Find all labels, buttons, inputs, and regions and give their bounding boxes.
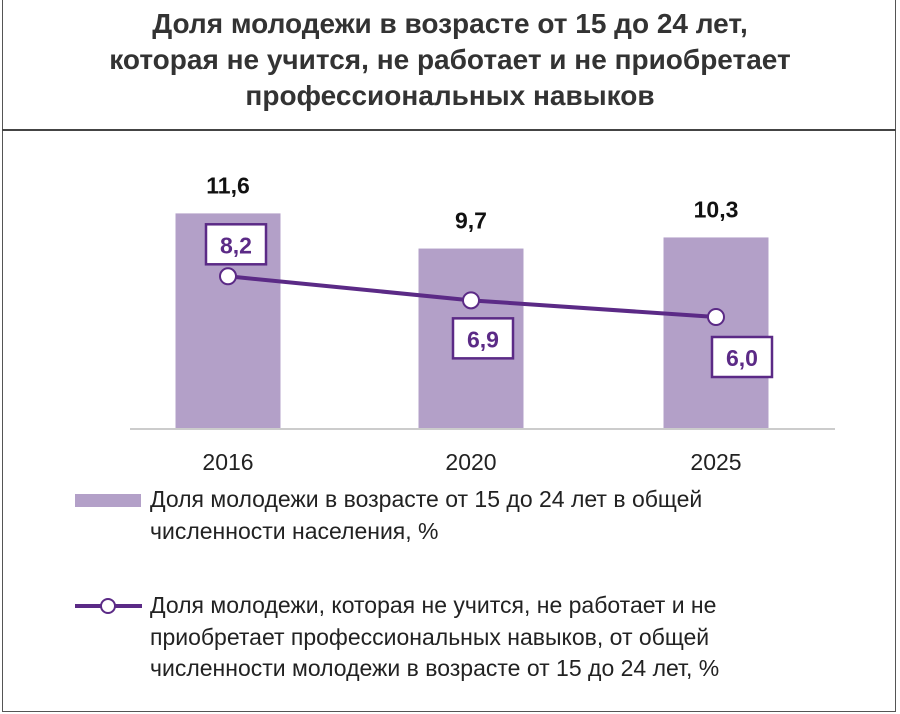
bar-value-label: 9,7 bbox=[455, 208, 487, 234]
line-value-label: 8,2 bbox=[220, 232, 252, 258]
line-value-box bbox=[710, 335, 774, 379]
line-value-label: 6,9 bbox=[467, 326, 499, 352]
x-tick-label: 2016 bbox=[202, 449, 253, 475]
title-line: которая не учится, не работает и не прио… bbox=[109, 44, 791, 75]
x-tick-label: 2025 bbox=[690, 449, 741, 475]
chart-title: Доля молодежи в возрасте от 15 до 24 лет… bbox=[0, 6, 900, 114]
legend-bar-swatch bbox=[75, 494, 141, 507]
legend-line: Доля молодежи в возрасте от 15 до 24 лет… bbox=[150, 486, 703, 512]
bar-value-label: 11,6 bbox=[206, 172, 250, 198]
line-value-box bbox=[451, 317, 515, 360]
line-value-box bbox=[204, 223, 268, 266]
legend-line: Доля молодежи, которая не учится, не раб… bbox=[150, 592, 717, 618]
line-point-2025 bbox=[707, 308, 725, 326]
line-point-2020 bbox=[462, 291, 480, 310]
legend-line: приобретает профессиональных навыков, от… bbox=[150, 623, 710, 650]
legend-item-line: Доля молодежи, которая не учится, не раб… bbox=[150, 590, 719, 685]
legend-line: численности молодежи в возрасте от 15 до… bbox=[150, 655, 720, 681]
line-point-2016 bbox=[219, 267, 237, 286]
x-tick-label: 2020 bbox=[445, 449, 496, 475]
legend-line: численности населения, % bbox=[150, 517, 439, 544]
line-value-label: 6,0 bbox=[726, 345, 758, 371]
title-divider bbox=[2, 129, 896, 131]
legend-item-bar: Доля молодежи в возрасте от 15 до 24 лет… bbox=[150, 484, 702, 547]
bar-value-label: 10,3 bbox=[694, 196, 739, 222]
bar-2025 bbox=[663, 237, 769, 428]
title-line: профессиональных навыков bbox=[245, 80, 655, 111]
title-line: Доля молодежи в возрасте от 15 до 24 лет… bbox=[152, 8, 748, 39]
